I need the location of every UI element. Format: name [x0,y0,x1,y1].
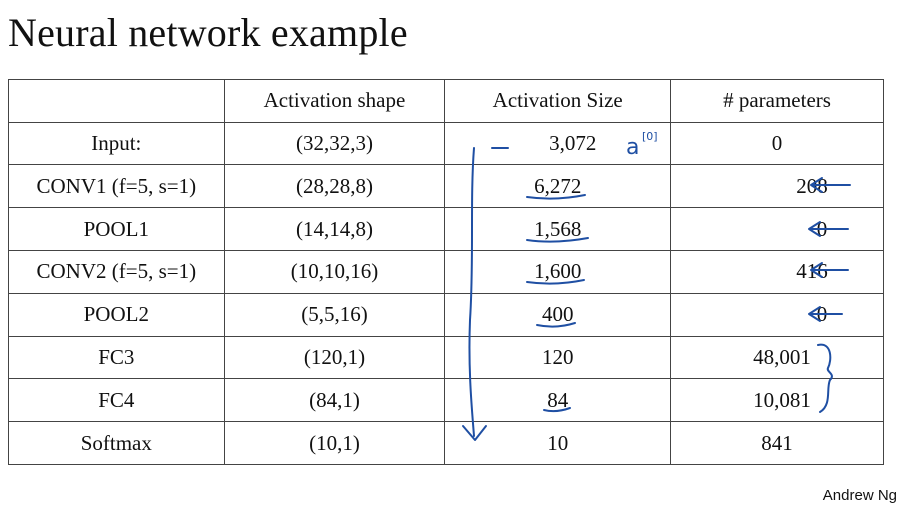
activation-shape: (120,1) [223,335,446,380]
header-parameters: # parameters [670,79,884,123]
activation-size: 6,272 [444,164,672,209]
activation-shape: (10,1) [223,421,446,465]
activation-size-value: 3,072 [549,130,597,155]
activation-size-value: 6,272 [534,173,582,198]
slide-title: Neural network example [8,10,408,55]
activation-size: 1,568 [444,207,672,251]
layer-name: POOL1 [8,207,225,251]
table-row: CONV2 (f=5, s=1) (10,10,16) 1,600 416 [8,249,884,294]
table-row: Input: (32,32,3) 3,072 0 [8,121,884,166]
activation-size-value: 10 [547,430,569,455]
activation-shape: (28,28,8) [223,164,446,209]
parameter-count: 208 [670,164,884,209]
parameter-count: 0 [670,121,884,166]
activation-size-value: 84 [547,387,569,412]
activation-size: 84 [444,378,672,423]
network-table: Activation shape Activation Size # param… [8,79,884,465]
header-activation-shape: Activation shape [223,79,446,123]
layer-name: Input: [8,121,225,166]
table-row: FC4 (84,1) 84 10,081 [8,378,884,423]
parameter-count-value: 48,001 [753,344,811,369]
layer-name: Softmax [8,421,225,465]
parameter-count-value: 208 [796,173,828,198]
layer-name: CONV1 (f=5, s=1) [8,164,225,209]
activation-size-value: 1,568 [534,216,582,241]
activation-size: 120 [444,335,672,380]
activation-size-value: 400 [541,302,574,327]
parameter-count: 841 [670,421,884,465]
table-row: CONV1 (f=5, s=1) (28,28,8) 6,272 208 [8,164,884,209]
header-activation-size: Activation Size [444,79,672,123]
author-credit: Andrew Ng [822,487,897,504]
layer-name: FC3 [8,335,225,380]
header-layer [8,79,225,123]
table-row: Softmax (10,1) 10 841 [8,421,884,465]
table-row: POOL2 (5,5,16) 400 0 [8,292,884,337]
activation-size-value: 1,600 [534,259,582,284]
activation-shape: (32,32,3) [223,121,446,166]
parameter-count-value: 416 [796,259,828,284]
parameter-count-value: 10,081 [753,387,811,412]
table-row: FC3 (120,1) 120 48,001 [8,335,884,380]
parameter-count: 0 [670,292,884,337]
parameter-count: 416 [670,249,884,294]
layer-name: FC4 [8,378,225,423]
parameter-count-value: 0 [816,302,828,327]
parameter-count: 10,081 [670,378,884,423]
activation-size-value: 120 [541,344,574,369]
activation-size: 10 [444,421,672,465]
parameter-count-value: 0 [816,216,828,241]
activation-size: 1,600 [444,249,672,294]
table-header-row: Activation shape Activation Size # param… [8,79,884,123]
table-row: POOL1 (14,14,8) 1,568 0 [8,207,884,251]
layer-name: CONV2 (f=5, s=1) [8,249,225,294]
parameter-count: 48,001 [670,335,884,380]
layer-name: POOL2 [8,292,225,337]
activation-shape: (10,10,16) [223,249,446,294]
activation-size: 400 [444,292,672,337]
activation-shape: (14,14,8) [223,207,446,251]
activation-size: 3,072 [444,121,672,166]
activation-shape: (84,1) [223,378,446,423]
parameter-count: 0 [670,207,884,251]
activation-shape: (5,5,16) [223,292,446,337]
